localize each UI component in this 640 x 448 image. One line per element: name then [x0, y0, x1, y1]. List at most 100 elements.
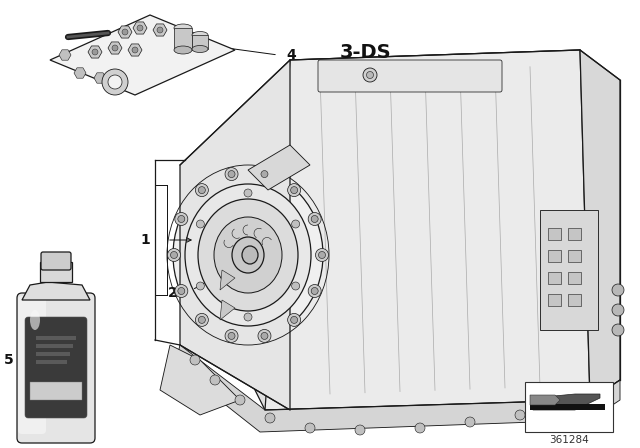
Polygon shape: [220, 300, 235, 320]
Circle shape: [196, 282, 204, 290]
Circle shape: [228, 171, 235, 177]
Bar: [36, 352, 70, 356]
Bar: [174, 28, 192, 50]
Circle shape: [287, 184, 301, 197]
Polygon shape: [175, 345, 620, 432]
Circle shape: [292, 220, 300, 228]
Circle shape: [178, 288, 185, 294]
FancyBboxPatch shape: [41, 252, 71, 270]
FancyBboxPatch shape: [18, 296, 46, 434]
Bar: [530, 404, 605, 410]
Ellipse shape: [232, 237, 264, 273]
Circle shape: [311, 215, 318, 223]
Circle shape: [157, 27, 163, 33]
Polygon shape: [580, 50, 620, 400]
Ellipse shape: [198, 199, 298, 311]
Bar: [548, 228, 561, 240]
Circle shape: [210, 375, 220, 385]
Circle shape: [225, 168, 238, 181]
Bar: [568, 294, 581, 306]
Circle shape: [198, 187, 205, 194]
Text: 3-DS: 3-DS: [340, 43, 392, 61]
Circle shape: [244, 189, 252, 197]
FancyBboxPatch shape: [540, 210, 598, 330]
Polygon shape: [50, 15, 235, 95]
Polygon shape: [533, 394, 600, 410]
Circle shape: [178, 215, 185, 223]
Circle shape: [112, 45, 118, 51]
Circle shape: [612, 304, 624, 316]
Circle shape: [228, 332, 235, 340]
Circle shape: [258, 329, 271, 342]
Bar: [548, 294, 561, 306]
Circle shape: [316, 249, 328, 262]
Circle shape: [168, 249, 180, 262]
Polygon shape: [220, 270, 235, 290]
Bar: [36, 344, 73, 348]
Circle shape: [258, 168, 271, 181]
Circle shape: [367, 72, 374, 78]
Polygon shape: [230, 340, 580, 410]
Polygon shape: [160, 345, 240, 415]
Circle shape: [363, 68, 377, 82]
Circle shape: [198, 316, 205, 323]
Ellipse shape: [174, 24, 192, 32]
Text: 2: 2: [168, 286, 178, 300]
Circle shape: [122, 29, 128, 35]
Circle shape: [108, 75, 122, 89]
Circle shape: [92, 49, 98, 55]
Bar: [548, 250, 561, 262]
Ellipse shape: [173, 171, 323, 339]
Circle shape: [132, 47, 138, 53]
Circle shape: [308, 212, 321, 225]
Circle shape: [175, 284, 188, 297]
Circle shape: [225, 329, 238, 342]
Text: 4: 4: [286, 48, 296, 62]
Circle shape: [137, 25, 143, 31]
Ellipse shape: [185, 184, 311, 326]
Circle shape: [244, 313, 252, 321]
Circle shape: [291, 187, 298, 194]
Text: 1: 1: [140, 233, 150, 247]
Bar: [568, 228, 581, 240]
Bar: [36, 360, 67, 364]
Ellipse shape: [174, 46, 192, 54]
Circle shape: [465, 417, 475, 427]
Circle shape: [261, 332, 268, 340]
Bar: [568, 250, 581, 262]
Ellipse shape: [192, 46, 208, 52]
FancyBboxPatch shape: [25, 317, 87, 418]
Polygon shape: [530, 395, 560, 405]
Circle shape: [311, 288, 318, 294]
Circle shape: [102, 69, 128, 95]
Text: 5: 5: [4, 353, 14, 367]
FancyBboxPatch shape: [17, 293, 95, 443]
Circle shape: [261, 171, 268, 177]
Circle shape: [235, 395, 245, 405]
Polygon shape: [22, 282, 90, 300]
Circle shape: [560, 403, 570, 413]
Circle shape: [287, 314, 301, 327]
Bar: [568, 272, 581, 284]
Circle shape: [195, 314, 209, 327]
Polygon shape: [180, 60, 290, 410]
Circle shape: [265, 413, 275, 423]
Circle shape: [319, 251, 326, 258]
Circle shape: [415, 423, 425, 433]
Bar: [36, 336, 76, 340]
Circle shape: [175, 212, 188, 225]
Ellipse shape: [192, 31, 208, 39]
Polygon shape: [248, 145, 310, 190]
Circle shape: [355, 425, 365, 435]
FancyBboxPatch shape: [318, 60, 502, 92]
Circle shape: [196, 220, 204, 228]
Circle shape: [190, 355, 200, 365]
Ellipse shape: [214, 217, 282, 293]
Ellipse shape: [242, 246, 258, 264]
Circle shape: [612, 284, 624, 296]
Bar: [30, 382, 82, 400]
Ellipse shape: [30, 310, 40, 330]
Bar: [548, 272, 561, 284]
Circle shape: [195, 184, 209, 197]
Circle shape: [308, 284, 321, 297]
